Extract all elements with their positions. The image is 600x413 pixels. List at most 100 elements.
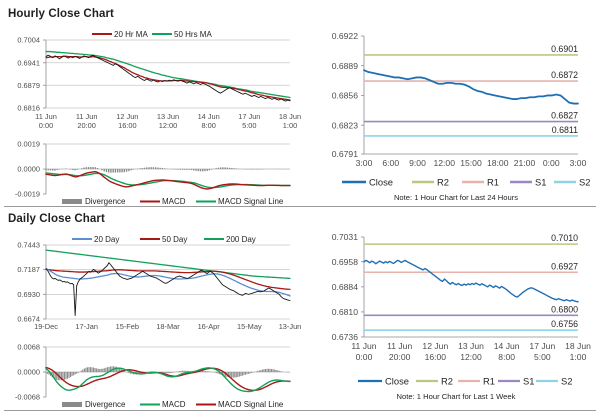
x-tick-label-time: 20:00 <box>77 121 96 130</box>
y-tick-label: 0.6674 <box>17 315 40 324</box>
legend-label-50hrs-ma: 50 Hrs MA <box>174 30 212 39</box>
hourly-pivot-axes: 0.6922 0.6889 0.6856 0.6823 0.6791 <box>332 31 578 159</box>
legend-label-20day: 20 Day <box>94 235 119 244</box>
y-tick-label: 0.0000 <box>17 165 40 174</box>
daily-pivot-lines: 0.7010 0.6927 0.6800 0.6756 <box>364 233 578 332</box>
x-tick-label-date: 11 Jun <box>387 341 412 351</box>
section-divider-1 <box>4 206 596 207</box>
legend-label-20hr-ma: 20 Hr MA <box>114 30 148 39</box>
y-tick-label: 0.6816 <box>17 104 40 113</box>
x-tick-label: 3:00 <box>356 158 373 168</box>
hourly-pivot-chart: 0.6922 0.6889 0.6856 0.6823 0.6791 0.6901 0.68… <box>296 14 600 206</box>
x-tick-label: 17-Jan <box>75 322 98 331</box>
y-tick-label: 0.7031 <box>332 232 359 242</box>
series-50-hrs-ma <box>45 50 291 99</box>
hourly-macd-legend: Divergence MACD MACD Signal Line <box>62 197 284 206</box>
hourly-macd-axes: 0.0019 0.0000 -0.0019 <box>15 140 290 199</box>
x-tick-label: 18:00 <box>487 158 509 168</box>
x-tick-label-time: 1:00 <box>570 352 587 362</box>
pivot-label-r2: 0.6901 <box>551 44 578 54</box>
x-tick-label-date: 12 Jun <box>422 341 448 351</box>
daily-divergence-bars <box>45 366 291 381</box>
y-tick-label: 0.0000 <box>17 368 40 377</box>
x-tick-label-time: 12:00 <box>460 352 482 362</box>
x-tick-label-time: 0:00 <box>356 352 373 362</box>
series-close <box>363 69 579 105</box>
x-tick-label-time: 0:00 <box>39 121 53 130</box>
series-20-day <box>45 267 291 297</box>
pivot-label-s2: 0.6811 <box>552 125 578 135</box>
daily-close-chart: 20 Day 50 Day 200 Day 0.7443 0.7187 0.6930 0.6… <box>0 219 301 411</box>
legend-label-50day: 50 Day <box>162 235 187 244</box>
x-tick-label: 0:00 <box>543 158 560 168</box>
y-tick-label: 0.0019 <box>17 140 40 149</box>
x-tick-label-date: 17 Jun <box>529 341 555 351</box>
x-tick-label: 21:00 <box>514 158 536 168</box>
y-tick-label: 0.6941 <box>17 58 40 67</box>
series-close <box>45 262 291 316</box>
pivot-label-s1: 0.6827 <box>551 111 578 121</box>
daily-section-title: Daily Close Chart <box>8 209 105 227</box>
daily-price-series <box>45 249 291 316</box>
x-tick-label: 15-May <box>237 322 262 331</box>
x-tick-label-date: 17 Jun <box>238 112 260 121</box>
legend-label-r2: R2 <box>441 376 453 387</box>
y-tick-label: 0.7443 <box>17 241 40 250</box>
x-tick-label: 13-Jun <box>279 322 302 331</box>
legend-swatch-divergence <box>62 402 82 407</box>
y-tick-label: 0.7187 <box>17 265 40 274</box>
y-tick-label: 0.6856 <box>332 91 359 101</box>
pivot-label-r2: 0.7010 <box>551 233 578 243</box>
legend-label-s1: S1 <box>535 177 546 188</box>
pivot-label-s1: 0.6800 <box>551 304 578 314</box>
series-macd <box>45 170 291 190</box>
legend-label-s2: S2 <box>579 177 590 188</box>
chart-note-hourly: Note: 1 Hour Chart for Last 24 Hours <box>394 193 518 202</box>
y-tick-label: -0.0019 <box>15 190 40 199</box>
legend-label-s1: S1 <box>523 376 534 387</box>
y-tick-label: 0.6958 <box>332 257 359 267</box>
x-tick-label-time: 16:00 <box>425 352 447 362</box>
daily-ma-legend: 20 Day 50 Day 200 Day <box>72 235 256 244</box>
x-tick-label: 15:00 <box>460 158 482 168</box>
pivot-label-r1: 0.6872 <box>551 70 578 80</box>
y-tick-label: 0.6922 <box>332 31 359 41</box>
legend-label-macd: MACD <box>162 400 186 409</box>
x-tick-label: 6:00 <box>382 158 399 168</box>
hourly-right-svg: 0.6922 0.6889 0.6856 0.6823 0.6791 0.6901 0.68… <box>332 31 591 202</box>
x-tick-label: 9:00 <box>409 158 426 168</box>
y-tick-label: 0.6879 <box>17 81 40 90</box>
x-tick-label-date: 11 Jun <box>76 112 98 121</box>
legend-label-divergence: Divergence <box>85 197 126 206</box>
daily-price-grid: 0.7443 0.7187 0.6930 0.6674 <box>17 241 290 324</box>
x-tick-label-time: 8:00 <box>498 352 515 362</box>
y-tick-label: 0.6791 <box>332 149 359 159</box>
x-tick-label: 18-Mar <box>156 322 180 331</box>
x-tick-label-date: 11 Jun <box>35 112 57 121</box>
legend-label-macd: MACD <box>162 197 186 206</box>
legend-label-r1: R1 <box>487 177 499 188</box>
x-tick-label-time: 5:00 <box>242 121 256 130</box>
x-tick-label: 3:00 <box>570 158 587 168</box>
hourly-section-title: Hourly Close Chart <box>8 4 114 22</box>
x-tick-label-date: 14 Jun <box>198 112 220 121</box>
x-tick-label: 15-Feb <box>116 322 139 331</box>
hourly-ma-legend: 20 Hr MA 50 Hrs MA <box>92 30 212 39</box>
page-title-hourly: Hourly Close Chart <box>8 8 114 20</box>
series-close <box>363 259 579 303</box>
y-tick-label: 0.6823 <box>332 120 359 130</box>
section-divider-2 <box>4 410 596 411</box>
chart-note-daily: Note: 1 Hour Chart for Last 1 Week <box>397 392 516 401</box>
y-tick-label: 0.6736 <box>332 332 359 342</box>
hourly-divergence-bars <box>45 167 291 173</box>
y-tick-label: 0.6889 <box>332 61 359 71</box>
y-tick-label: 0.7004 <box>17 36 40 45</box>
x-tick-label-date: 11 Jun <box>351 341 376 351</box>
y-tick-label: -0.0068 <box>15 393 40 402</box>
daily-pivot-legend: Close R2 R1 S1 S2 <box>358 376 572 387</box>
x-tick-label-time: 1:00 <box>283 121 297 130</box>
x-tick-label-date: 13 Jun <box>157 112 179 121</box>
pivot-label-s2: 0.6756 <box>551 319 578 329</box>
x-tick-label: 16-Apr <box>198 322 221 331</box>
